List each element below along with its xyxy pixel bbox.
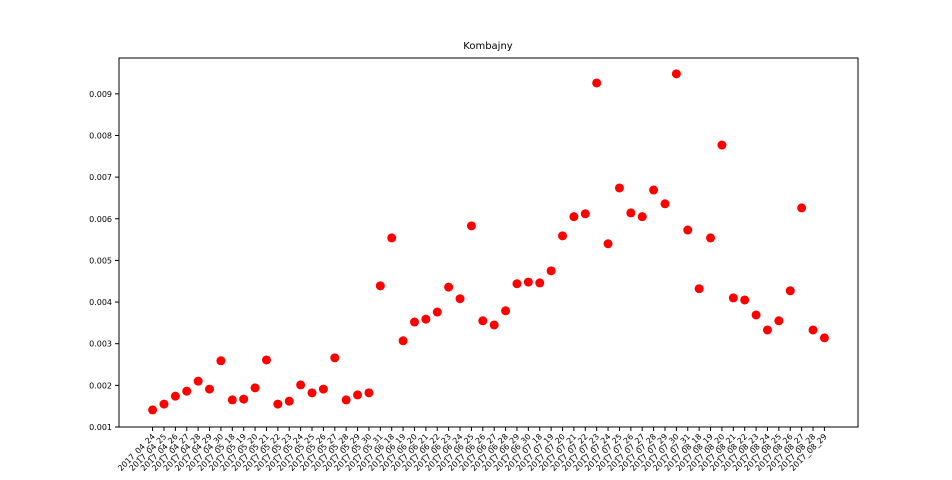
point xyxy=(546,266,556,276)
point xyxy=(762,325,772,335)
point xyxy=(455,294,465,304)
point xyxy=(307,388,317,398)
point xyxy=(819,333,829,343)
point xyxy=(478,316,488,326)
point xyxy=(398,336,408,346)
point xyxy=(535,278,545,288)
point xyxy=(592,78,602,88)
point xyxy=(797,203,807,213)
point xyxy=(330,353,340,363)
point xyxy=(523,277,533,287)
point xyxy=(614,183,624,193)
point xyxy=(421,314,431,324)
y-tick-label: 0.002 xyxy=(89,381,112,390)
point xyxy=(751,310,761,320)
point xyxy=(694,284,704,294)
point xyxy=(273,399,283,409)
y-tick-label: 0.008 xyxy=(89,131,112,140)
point xyxy=(706,233,716,243)
point xyxy=(728,293,738,303)
point xyxy=(341,395,351,405)
point xyxy=(740,295,750,305)
point xyxy=(569,212,579,222)
y-tick-label: 0.003 xyxy=(89,340,112,349)
point xyxy=(637,212,647,222)
point xyxy=(603,239,613,249)
y-tick-label: 0.007 xyxy=(89,173,112,182)
y-tick-label: 0.009 xyxy=(89,90,112,99)
y-tick-label: 0.004 xyxy=(89,298,112,307)
point xyxy=(170,391,180,401)
point xyxy=(250,383,260,393)
point xyxy=(683,225,693,235)
point xyxy=(808,325,818,335)
plot-frame xyxy=(118,57,859,428)
point xyxy=(626,208,636,218)
y-tick-label: 0.006 xyxy=(89,215,112,224)
point xyxy=(774,316,784,326)
point xyxy=(660,199,670,209)
chart-title: Kombajny xyxy=(463,41,513,52)
point xyxy=(466,221,476,231)
y-tick-label: 0.005 xyxy=(89,256,112,265)
point xyxy=(512,279,522,289)
point xyxy=(785,286,795,296)
point xyxy=(717,140,727,150)
point xyxy=(205,384,215,394)
point xyxy=(432,307,442,317)
point xyxy=(318,384,328,394)
point xyxy=(649,185,659,195)
point xyxy=(182,386,192,396)
point xyxy=(148,405,158,415)
point xyxy=(671,69,681,79)
point xyxy=(284,396,294,406)
point xyxy=(239,394,249,404)
point xyxy=(159,399,169,409)
point xyxy=(558,231,568,241)
point xyxy=(375,281,385,291)
point xyxy=(227,395,237,405)
y-tick-label: 0.001 xyxy=(89,423,112,432)
point xyxy=(296,380,306,390)
point xyxy=(261,355,271,365)
point xyxy=(353,390,363,400)
point xyxy=(580,209,590,219)
point xyxy=(444,282,454,292)
point xyxy=(193,376,203,386)
point xyxy=(216,356,226,366)
point xyxy=(409,317,419,327)
point xyxy=(501,306,511,316)
point xyxy=(387,233,397,243)
point xyxy=(489,320,499,330)
point xyxy=(364,388,374,398)
